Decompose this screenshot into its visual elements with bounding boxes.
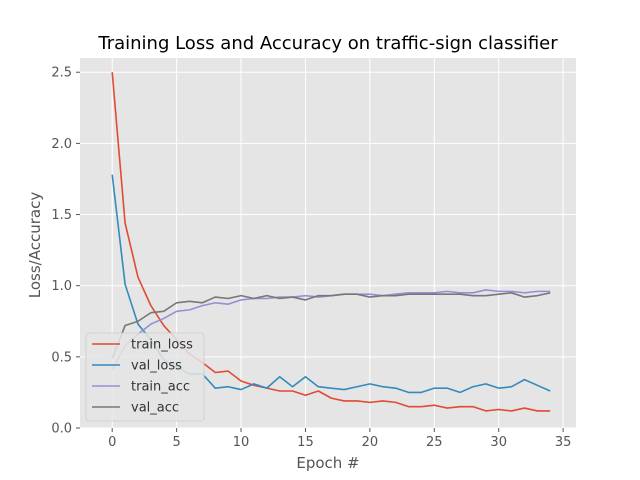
legend-box bbox=[85, 332, 205, 422]
grid bbox=[80, 58, 576, 429]
series-line-val-acc bbox=[111, 292, 551, 359]
x-tick-label: 35 bbox=[555, 435, 572, 450]
x-ticks: 0 5 10 15 20 25 30 35 bbox=[108, 428, 571, 450]
chart-title: Training Loss and Accuracy on traffic-si… bbox=[97, 33, 558, 54]
y-tick-label: 1.0 bbox=[51, 279, 72, 294]
y-tick-label: 1.5 bbox=[51, 208, 72, 223]
x-tick-label: 0 bbox=[108, 435, 116, 450]
x-tick-label: 10 bbox=[233, 435, 250, 450]
legend-label-train-acc: train_acc bbox=[131, 380, 190, 395]
x-axis-label: Epoch # bbox=[296, 454, 359, 472]
legend: train_loss val_loss train_acc val_acc bbox=[85, 332, 205, 422]
legend-label-val-acc: val_acc bbox=[131, 401, 179, 416]
legend-label-train-loss: train_loss bbox=[131, 338, 193, 353]
y-tick-label: 2.5 bbox=[51, 66, 72, 81]
y-axis-label: Loss/Accuracy bbox=[26, 192, 44, 299]
y-tick-label: 0.0 bbox=[51, 422, 72, 437]
y-tick-label: 2.0 bbox=[51, 137, 72, 152]
x-tick-label: 5 bbox=[172, 435, 180, 450]
x-tick-label: 20 bbox=[362, 435, 379, 450]
y-tick-label: 0.5 bbox=[51, 350, 72, 365]
x-tick-label: 25 bbox=[426, 435, 443, 450]
y-ticks: 0.0 0.5 1.0 1.5 2.0 2.5 bbox=[51, 66, 80, 437]
legend-label-val-loss: val_loss bbox=[131, 359, 182, 374]
x-tick-label: 15 bbox=[297, 435, 314, 450]
x-tick-label: 30 bbox=[490, 435, 507, 450]
